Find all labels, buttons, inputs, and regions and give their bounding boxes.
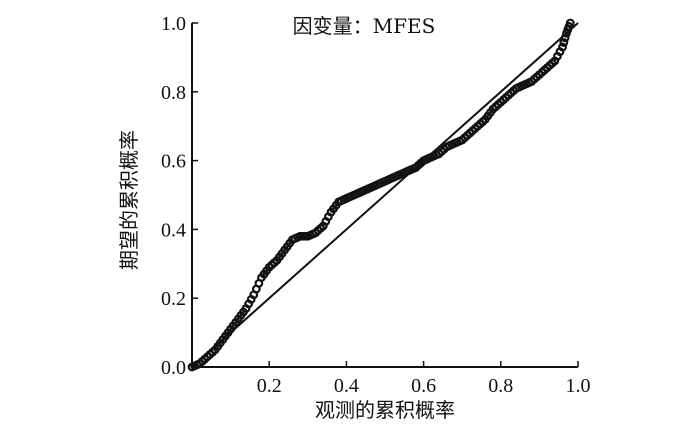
y-tick-label: 0.8: [161, 82, 186, 104]
data-point-fill: [559, 38, 569, 47]
y-axis-title: 期望的累积概率: [117, 130, 141, 270]
data-point: [558, 42, 567, 52]
x-tick-label: 1.0: [566, 375, 591, 397]
reference-line: [191, 22, 579, 368]
y-tick-label: 0.0: [161, 357, 186, 379]
axes: [191, 22, 579, 368]
x-tick-label: 0.2: [257, 375, 282, 397]
y-tick-label: 0.6: [161, 151, 186, 173]
x-tick-label: 0.8: [488, 375, 513, 397]
x-axis-title: 观测的累积概率: [315, 398, 455, 422]
data-point-fill: [560, 33, 570, 43]
x-tick-label: 0.6: [411, 375, 436, 397]
data-points: [187, 18, 575, 372]
tick-labels: 0.2 0.4 0.6 0.8 1.0 0.0 0.2 0.4 0.6 0.8 1.0: [161, 13, 591, 397]
x-tick-label: 0.4: [334, 375, 359, 397]
y-tick-label: 0.4: [161, 219, 186, 241]
y-tick-label: 1.0: [161, 13, 186, 35]
y-tick-label: 0.2: [161, 288, 186, 310]
chart-title: 因变量：MFES: [293, 14, 436, 38]
data-point: [565, 18, 575, 28]
reference-line-group: [191, 22, 579, 368]
